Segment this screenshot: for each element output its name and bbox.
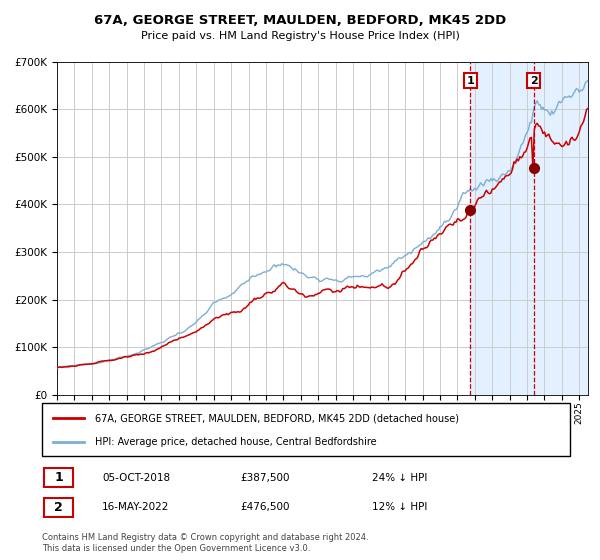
Text: Price paid vs. HM Land Registry's House Price Index (HPI): Price paid vs. HM Land Registry's House … <box>140 31 460 41</box>
Text: 05-OCT-2018: 05-OCT-2018 <box>102 473 170 483</box>
Text: HPI: Average price, detached house, Central Bedfordshire: HPI: Average price, detached house, Cent… <box>95 437 376 447</box>
FancyBboxPatch shape <box>44 498 73 517</box>
Text: Contains HM Land Registry data © Crown copyright and database right 2024.
This d: Contains HM Land Registry data © Crown c… <box>42 533 368 553</box>
Text: 1: 1 <box>54 471 63 484</box>
Text: £476,500: £476,500 <box>240 502 290 512</box>
Text: 2: 2 <box>530 76 538 86</box>
Text: £387,500: £387,500 <box>240 473 290 483</box>
Text: 12% ↓ HPI: 12% ↓ HPI <box>372 502 427 512</box>
FancyBboxPatch shape <box>44 468 73 487</box>
Text: 16-MAY-2022: 16-MAY-2022 <box>102 502 169 512</box>
Text: 1: 1 <box>467 76 475 86</box>
Text: 24% ↓ HPI: 24% ↓ HPI <box>372 473 427 483</box>
FancyBboxPatch shape <box>42 403 570 456</box>
Text: 2: 2 <box>54 501 63 514</box>
Bar <box>470 62 588 395</box>
Text: 67A, GEORGE STREET, MAULDEN, BEDFORD, MK45 2DD (detached house): 67A, GEORGE STREET, MAULDEN, BEDFORD, MK… <box>95 413 459 423</box>
Text: 67A, GEORGE STREET, MAULDEN, BEDFORD, MK45 2DD: 67A, GEORGE STREET, MAULDEN, BEDFORD, MK… <box>94 14 506 27</box>
